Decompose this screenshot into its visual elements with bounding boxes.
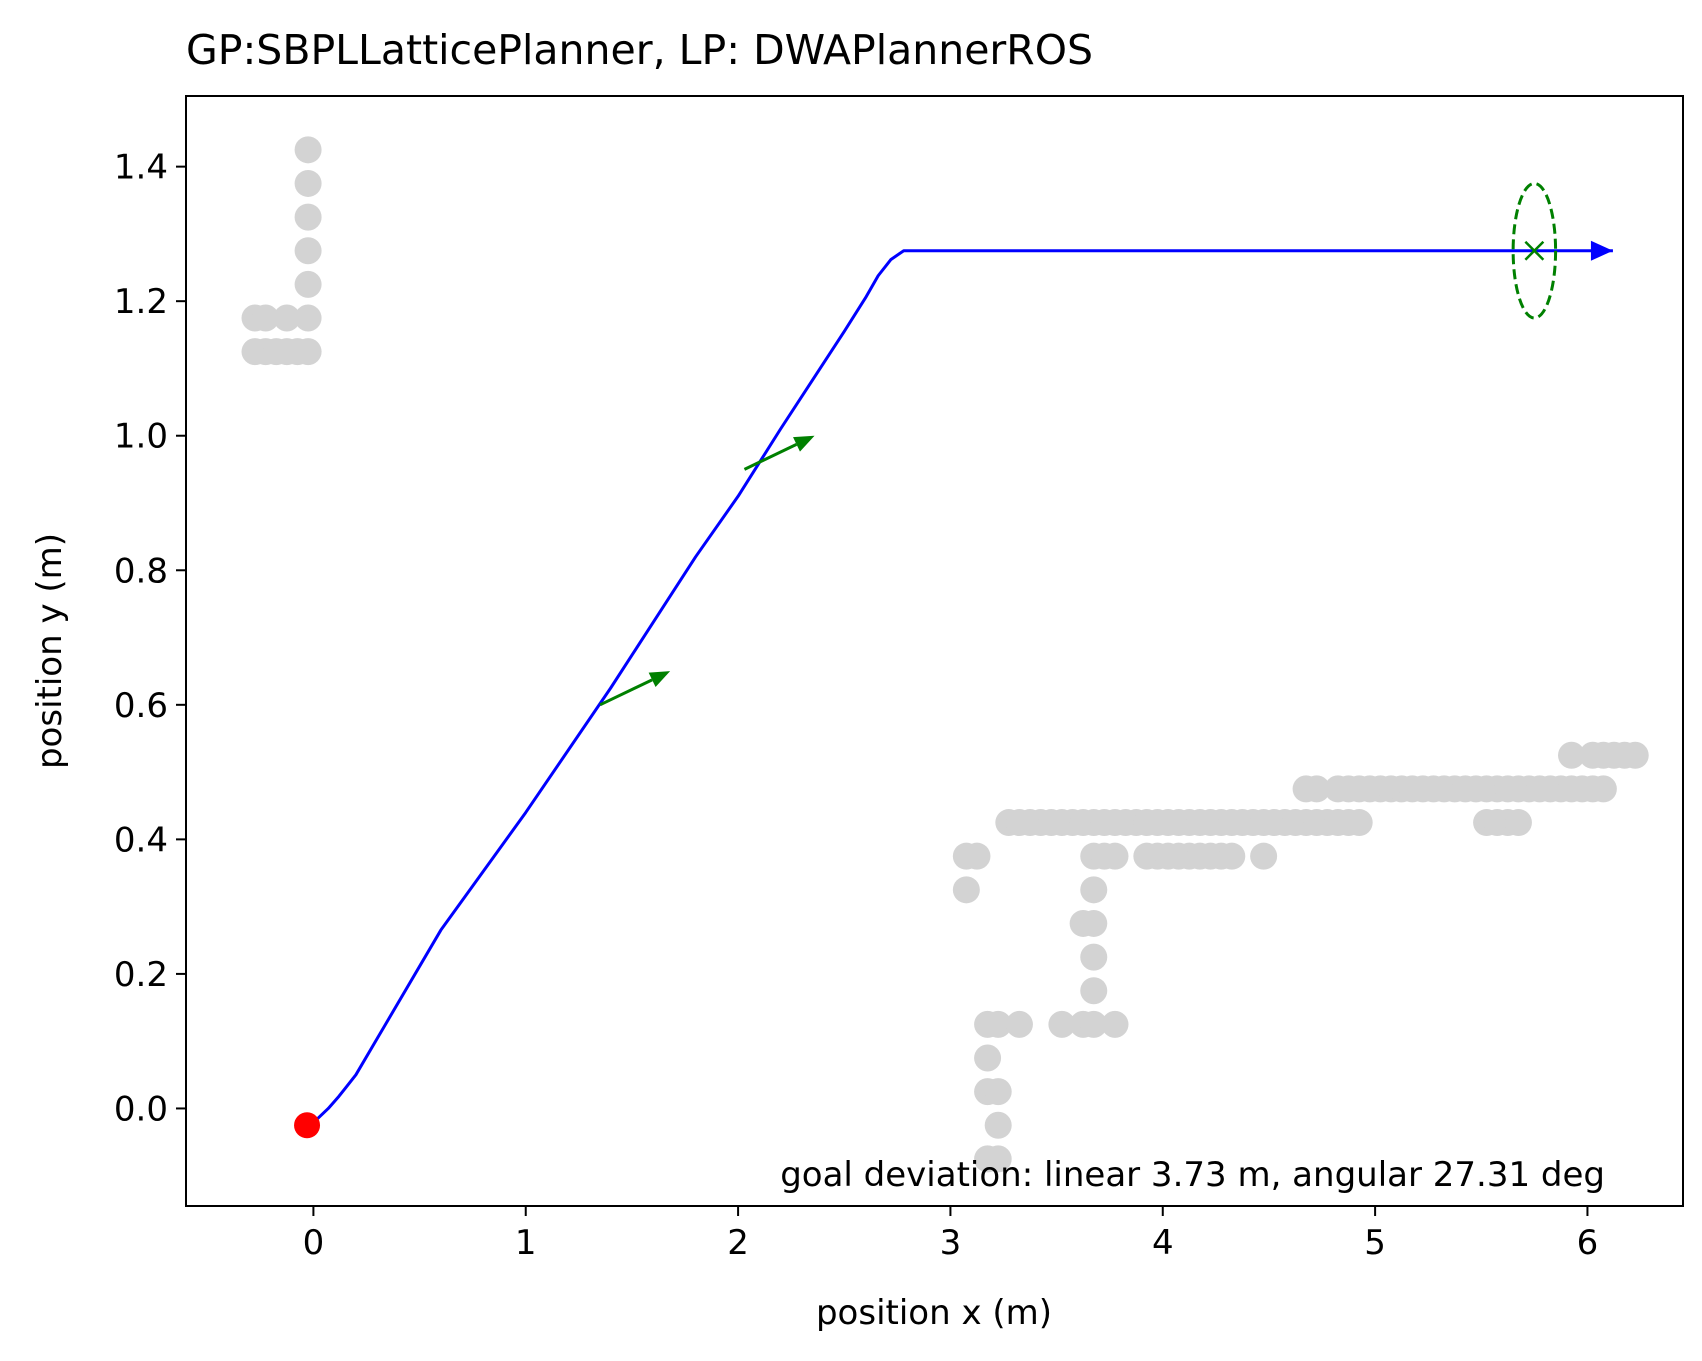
obstacle-point (1080, 977, 1108, 1005)
x-tick-label: 6 (1577, 1223, 1599, 1263)
y-tick-label: 0.0 (114, 1089, 168, 1129)
x-tick-label: 2 (727, 1223, 749, 1263)
obstacle-point (1621, 741, 1649, 769)
obstacle-point (984, 1078, 1012, 1106)
chart-title: GP:SBPLLatticePlanner, LP: DWAPlannerROS (186, 26, 1093, 74)
y-axis-label: position y (m) (30, 533, 70, 769)
obstacle-point (952, 876, 980, 904)
x-tick-label: 1 (515, 1223, 537, 1263)
x-tick-label: 3 (940, 1223, 962, 1263)
y-tick-label: 0.2 (114, 955, 168, 995)
y-tick-label: 1.4 (114, 148, 168, 188)
obstacle-point (1080, 876, 1108, 904)
obstacle-point (294, 237, 322, 265)
x-tick-label: 0 (303, 1223, 325, 1263)
obstacle-point (1345, 809, 1373, 837)
x-axis: 0 1 2 3 4 5 6 (303, 1206, 1599, 1263)
obstacle-point (294, 136, 322, 164)
plot-frame (185, 95, 1684, 1207)
obstacle-point (1080, 1010, 1108, 1038)
obstacle-point (294, 304, 322, 332)
x-tick-label: 4 (1152, 1223, 1174, 1263)
goal-marker (1524, 240, 1545, 261)
obstacle-point (1589, 775, 1617, 803)
x-axis-label: position x (m) (816, 1293, 1052, 1333)
obstacle-point (1101, 842, 1129, 870)
obstacle-point (974, 1044, 1002, 1072)
obstacle-point (1005, 1010, 1033, 1038)
obstacle-point (294, 169, 322, 197)
obstacle-point (1250, 842, 1278, 870)
obstacle-point (283, 338, 311, 366)
obstacle-point (1303, 775, 1331, 803)
y-tick-label: 0.6 (114, 686, 168, 726)
obstacle-point (1504, 809, 1532, 837)
goal-tolerance-ellipse (1511, 181, 1558, 320)
obstacle-point (984, 1010, 1012, 1038)
start-point (294, 1112, 321, 1139)
obstacle-point (273, 304, 301, 332)
obstacle-point (984, 1145, 1012, 1173)
obstacle-point (294, 270, 322, 298)
orientation-arrowhead (648, 671, 671, 688)
obstacle-point (1080, 909, 1108, 937)
obstacle-point (1558, 741, 1586, 769)
y-tick-label: 1.2 (114, 282, 168, 322)
obstacle-point (963, 842, 991, 870)
path-end-arrowhead (1590, 240, 1613, 261)
obstacle-point (1218, 842, 1246, 870)
obstacle-point (1080, 943, 1108, 971)
y-axis: 0.0 0.2 0.4 0.6 0.8 1.0 1.2 1.4 (114, 148, 186, 1129)
obstacle-point (984, 1111, 1012, 1139)
plot-area (241, 136, 1649, 1173)
x-tick-label: 5 (1364, 1223, 1386, 1263)
obstacle-point (1101, 1010, 1129, 1038)
y-tick-label: 0.8 (114, 551, 168, 591)
obstacle-point (252, 304, 280, 332)
orientation-arrow (599, 678, 653, 707)
obstacle-point (1048, 1010, 1076, 1038)
goal-deviation-annotation: goal deviation: linear 3.73 m, angular 2… (780, 1155, 1605, 1195)
y-tick-label: 0.4 (114, 820, 168, 860)
obstacle-point (294, 203, 322, 231)
y-tick-label: 1.0 (114, 417, 168, 457)
orientation-arrowhead (793, 435, 815, 452)
orientation-arrow (743, 443, 798, 471)
